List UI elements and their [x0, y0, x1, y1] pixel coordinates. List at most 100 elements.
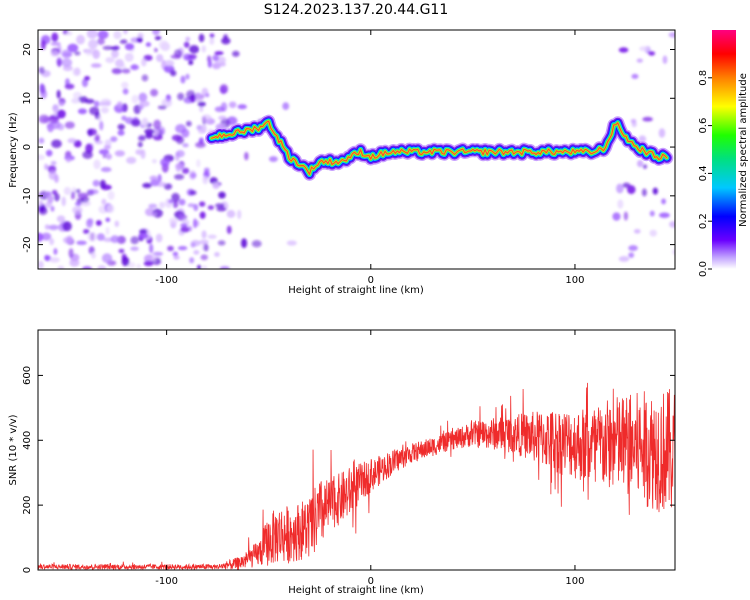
spectrogram-cell	[151, 158, 157, 164]
spectrogram-cell	[189, 170, 197, 180]
spectrogram-cell	[212, 54, 219, 62]
spectrogram-cell	[177, 92, 185, 101]
spectrogram-cell	[87, 128, 93, 137]
spectrogram-cell	[122, 88, 129, 95]
spectrogram-cell	[74, 67, 81, 76]
spectrogram-cell	[649, 210, 655, 217]
spectrogram-cell	[84, 75, 91, 81]
spectrogram-cell	[95, 220, 102, 226]
spectrogram-cell	[82, 266, 93, 269]
spectrogram-cell	[612, 212, 621, 221]
spectrogram-cell	[50, 161, 57, 166]
spectrogram-cell	[198, 201, 206, 207]
spectrogram-cell	[38, 154, 46, 161]
spectrogram-cell	[38, 114, 50, 124]
spectrogram-cell	[168, 199, 174, 204]
spectrogram-cell	[105, 153, 112, 160]
spectrogram-cell	[175, 163, 182, 173]
spectrogram-ytick-label: 10	[22, 92, 33, 105]
spectrogram-cell	[93, 100, 100, 108]
spectrogram-cell	[56, 89, 61, 99]
spectrogram-cell	[50, 50, 60, 57]
spectrogram-cell	[186, 90, 196, 100]
spectrogram-cell	[116, 235, 126, 245]
spectrogram-cell	[49, 115, 60, 120]
spectrogram-cell	[114, 150, 126, 157]
spectrogram-cell	[126, 156, 137, 164]
spectrogram-cell	[56, 215, 66, 223]
spectrogram-cell	[180, 226, 190, 233]
spectrogram-cell	[53, 193, 60, 202]
spectrogram-cell	[100, 167, 112, 173]
spectrogram-cell	[130, 236, 139, 245]
snr-xlabel: Height of straight line (km)	[288, 585, 424, 596]
spectrogram-cell	[226, 225, 232, 235]
colorbar-tick-label: 0.2	[698, 213, 709, 229]
spectrogram-cell	[50, 205, 55, 212]
spectrogram-cell	[38, 232, 44, 242]
spectrogram-cell	[178, 198, 186, 206]
spectrogram-cell	[96, 38, 105, 45]
spectrogram-cell	[155, 233, 163, 243]
spectrogram-cell	[175, 150, 185, 158]
spectrogram-cell	[232, 50, 240, 57]
spectrogram-cell	[66, 235, 73, 245]
spectrogram-cell	[75, 189, 81, 194]
spectrogram-cell	[159, 201, 165, 209]
spectrogram-cell	[130, 246, 139, 251]
spectrogram-cell	[185, 36, 191, 42]
spectrogram-cell	[218, 115, 227, 121]
spectrogram-cell	[44, 224, 50, 230]
spectrogram-cell	[68, 248, 74, 258]
spectrogram-cell	[85, 49, 93, 56]
spectrogram-cell	[141, 117, 149, 127]
spectrogram-ytick-label: -10	[22, 188, 33, 204]
spectrogram-cell	[286, 240, 297, 246]
spectrogram-cell	[172, 200, 179, 209]
spectrogram-cell	[158, 40, 169, 50]
spectrogram-cell	[181, 128, 190, 138]
spectrogram-cell	[152, 30, 160, 36]
spectrogram-cell	[153, 47, 158, 53]
spectrogram-cell	[121, 256, 130, 267]
spectrogram-cell	[105, 56, 115, 64]
spectrogram-cell	[57, 109, 66, 119]
spectrogram-cell	[53, 248, 58, 255]
spectrogram-cell	[638, 135, 647, 143]
spectrogram-cell	[118, 248, 125, 254]
spectrogram-cell	[639, 46, 650, 52]
chart-title: S124.2023.137.20.44.G11	[264, 2, 449, 18]
spectrogram-cell	[268, 156, 278, 162]
spectrogram-cell	[178, 213, 185, 221]
spectrogram-cell	[160, 158, 170, 167]
spectrogram-cell	[140, 149, 146, 160]
spectrogram-cell	[139, 229, 148, 235]
spectrogram-ytick-label: -20	[22, 236, 33, 252]
spectrogram-cell	[50, 41, 61, 46]
spectrogram-cell	[219, 84, 229, 94]
spectrogram-cell	[143, 254, 155, 264]
spectrogram-cell	[89, 106, 100, 116]
spectrogram-cell	[199, 239, 209, 245]
spectrogram-cell	[47, 194, 54, 204]
spectrogram-cell	[49, 238, 55, 246]
spectrogram-cell	[167, 245, 174, 252]
spectrogram-cell	[101, 198, 107, 205]
spectrogram-cell	[145, 42, 152, 47]
spectrogram-cell	[113, 30, 122, 40]
spectrogram-cell	[170, 70, 177, 77]
spectrogram-cell	[138, 233, 149, 239]
colorbar-ticks: 0.0 0.2 0.4 0.6 0.8	[698, 70, 712, 277]
colorbar-ramp	[712, 30, 736, 269]
colorbar-tick-label: 0.4	[698, 165, 709, 181]
spectrogram-cell	[160, 128, 165, 136]
spectrogram-cell	[80, 196, 90, 203]
spectrogram-cell	[64, 83, 75, 90]
spectrogram-cell	[67, 43, 79, 53]
spectrogram-cell	[117, 123, 125, 131]
spectrogram-cell	[70, 191, 76, 200]
spectrogram-cell	[237, 104, 247, 110]
